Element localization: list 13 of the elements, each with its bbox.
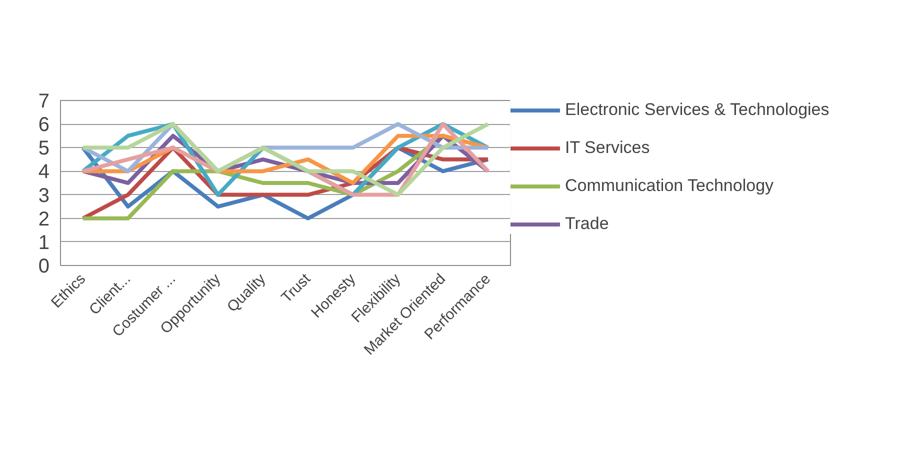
y-tick-label: 5 [38,138,50,160]
y-tick-label: 4 [38,161,50,184]
legend-label: IT Services [565,138,650,158]
y-tick-label: 7 [38,90,50,112]
y-tick-label: 1 [38,232,50,254]
legend-label: Trade [565,214,609,234]
y-tick-label: 2 [38,208,50,230]
legend-label: Electronic Services & Technologies [565,100,830,120]
y-tick-label: 6 [38,114,50,136]
line-series [81,122,490,197]
legend-label: Communication Technology [565,176,774,196]
y-tick-label: 3 [38,184,50,207]
y-tick-label: 0 [38,256,50,278]
